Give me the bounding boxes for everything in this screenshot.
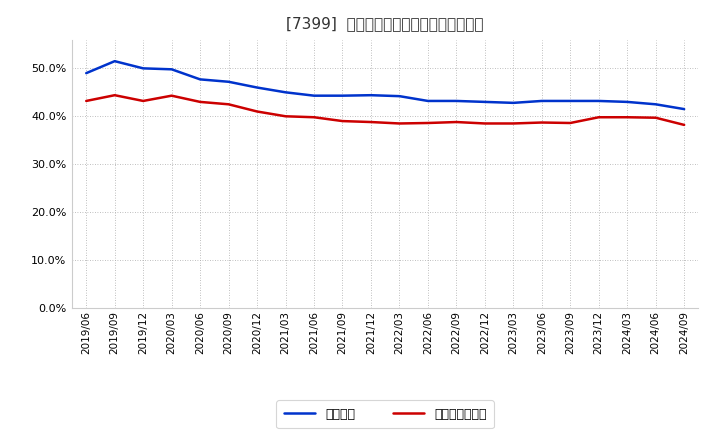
固定長期適合率 (310, 114, 318, 120)
固定長期適合率 (167, 93, 176, 98)
固定比率 (423, 98, 432, 103)
固定比率 (225, 79, 233, 84)
固定長期適合率 (566, 121, 575, 126)
固定比率 (509, 100, 518, 106)
固定長期適合率 (395, 121, 404, 126)
固定長期適合率 (423, 121, 432, 126)
固定比率 (480, 99, 489, 105)
Line: 固定比率: 固定比率 (86, 61, 684, 109)
固定長期適合率 (82, 98, 91, 103)
固定比率 (338, 93, 347, 98)
固定比率 (366, 92, 375, 98)
固定長期適合率 (366, 119, 375, 125)
固定長期適合率 (452, 119, 461, 125)
固定長期適合率 (282, 114, 290, 119)
固定比率 (196, 77, 204, 82)
固定比率 (139, 66, 148, 71)
固定長期適合率 (139, 98, 148, 103)
固定長期適合率 (253, 109, 261, 114)
固定長期適合率 (225, 102, 233, 107)
固定比率 (310, 93, 318, 98)
固定長期適合率 (680, 122, 688, 128)
固定長期適合率 (652, 115, 660, 121)
固定比率 (566, 98, 575, 103)
固定比率 (623, 99, 631, 105)
固定比率 (253, 85, 261, 90)
固定比率 (82, 70, 91, 76)
固定比率 (282, 90, 290, 95)
固定比率 (167, 67, 176, 72)
Line: 固定長期適合率: 固定長期適合率 (86, 95, 684, 125)
固定比率 (680, 106, 688, 112)
固定長期適合率 (110, 92, 119, 98)
固定長期適合率 (480, 121, 489, 126)
固定長期適合率 (595, 114, 603, 120)
固定比率 (652, 102, 660, 107)
固定長期適合率 (196, 99, 204, 105)
固定比率 (595, 98, 603, 103)
固定比率 (395, 94, 404, 99)
固定比率 (110, 59, 119, 64)
固定長期適合率 (537, 120, 546, 125)
固定比率 (452, 98, 461, 103)
固定比率 (537, 98, 546, 103)
Title: [7399]  固定比率、固定長期適合率の推移: [7399] 固定比率、固定長期適合率の推移 (287, 16, 484, 32)
固定長期適合率 (338, 118, 347, 124)
固定長期適合率 (623, 114, 631, 120)
Legend: 固定比率, 固定長期適合率: 固定比率, 固定長期適合率 (276, 400, 494, 428)
固定長期適合率 (509, 121, 518, 126)
